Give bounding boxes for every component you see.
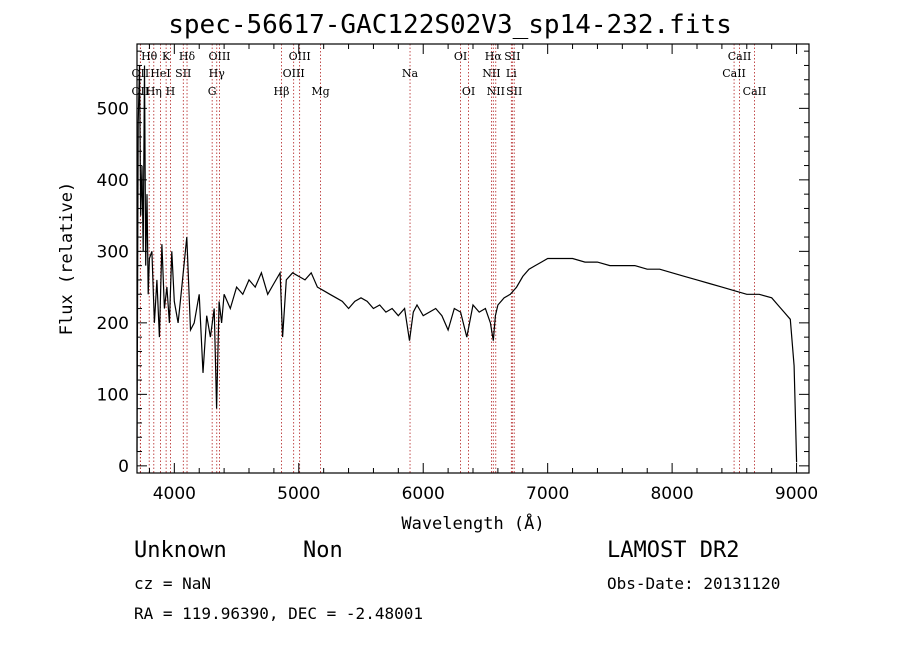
x-tick-label: 9000 <box>775 484 818 504</box>
spectral-line-label: CaII <box>728 50 752 63</box>
object-subclass: Non <box>303 538 343 563</box>
object-class: Unknown <box>134 538 227 563</box>
plot-frame <box>136 43 810 474</box>
obs-date: Obs-Date: 20131120 <box>607 574 781 593</box>
y-tick-label: 300 <box>97 242 129 262</box>
spectral-line-label: Mg <box>311 85 329 98</box>
spectral-line-label: Hα <box>485 50 503 63</box>
x-tick-label: 8000 <box>650 484 693 504</box>
x-tick-label: 5000 <box>277 484 320 504</box>
spectral-line-label: Na <box>402 67 419 80</box>
spectral-line-label: SII <box>506 85 522 98</box>
spectral-line-label: CaII <box>743 85 767 98</box>
chart-title: spec-56617-GAC122S02V3_sp14-232.fits <box>168 10 732 40</box>
spectral-line-label: OIII <box>208 50 230 63</box>
spectrum-series-line <box>136 65 798 463</box>
spectral-line-label: Li <box>506 67 517 80</box>
spectral-line-label: Hγ <box>209 67 226 80</box>
y-axis-label: Flux (relative) <box>57 182 77 336</box>
survey-name: LAMOST DR2 <box>607 538 740 563</box>
y-axis: 0 100 200 300 400 500 <box>97 50 809 477</box>
spectral-line-label: OIII <box>289 50 311 63</box>
y-tick-label: 0 <box>118 457 129 477</box>
spectral-line-label: Hη <box>146 85 162 98</box>
spectral-line-label: OII <box>132 85 150 98</box>
spectral-line-label: HeI <box>150 67 170 80</box>
spectral-line-label: K <box>162 50 171 63</box>
spectral-line-label: NII <box>487 85 505 98</box>
spectral-line-label: SII <box>175 67 191 80</box>
spectral-line-label: Hθ <box>141 50 158 63</box>
ra-dec: RA = 119.96390, DEC = -2.48001 <box>134 604 423 623</box>
spectral-line-label: OII <box>132 67 150 80</box>
spectral-line-label: Hδ <box>179 50 196 63</box>
spectral-line-label: CaII <box>722 67 746 80</box>
y-tick-label: 200 <box>97 314 129 334</box>
spectral-line-labels: OII OII Hθ Hη HeI K H SII Hδ G Hγ OIII Hβ OIII OIII Mg N… <box>132 50 767 98</box>
x-axis: 4000 5000 6000 7000 8000 9000 <box>148 44 818 504</box>
spectral-line-label: OI <box>462 85 475 98</box>
x-tick-label: 4000 <box>153 484 196 504</box>
spectral-line-label: G <box>208 85 217 98</box>
y-tick-label: 100 <box>97 385 129 405</box>
redshift-cz: cz = NaN <box>134 574 212 593</box>
spectral-line-label: Hβ <box>274 85 290 98</box>
y-tick-label: 500 <box>97 99 129 119</box>
spectral-line-label: OIII <box>283 67 305 80</box>
x-tick-label: 6000 <box>402 484 445 504</box>
spectral-line-label: H <box>166 85 176 98</box>
y-tick-label: 400 <box>97 171 129 191</box>
spectral-line-label: NII <box>482 67 500 80</box>
x-tick-label: 7000 <box>526 484 569 504</box>
spectral-line-label: SII <box>504 50 520 63</box>
spectral-line-label: OI <box>454 50 467 63</box>
x-axis-label: Wavelength (Å) <box>401 512 544 534</box>
spectral-line-markers <box>139 44 755 473</box>
